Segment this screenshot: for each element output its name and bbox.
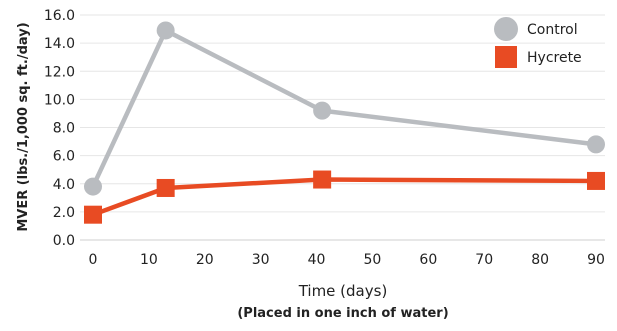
series-line-control	[90, 28, 599, 189]
x-tick-label: 60	[419, 252, 437, 268]
data-point-hycrete	[156, 178, 175, 197]
legend-label-control: Control	[527, 22, 578, 38]
data-point-hycrete	[84, 205, 102, 224]
y-tick-label: 6.0	[53, 149, 75, 165]
data-point-control	[587, 135, 605, 154]
x-axis-ticks: 0 10 20 30 40 50 60 70 80 90	[89, 252, 605, 268]
y-tick-label: 0.0	[53, 233, 75, 249]
y-tick-label: 10.0	[44, 92, 75, 108]
data-point-control	[313, 101, 332, 120]
y-tick-label: 16.0	[44, 8, 75, 24]
x-tick-label: 20	[196, 252, 214, 268]
y-tick-label: 8.0	[53, 121, 75, 137]
x-tick-label: 70	[475, 252, 493, 268]
y-axis-title: MVER (lbs./1,000 sq. ft./day)	[16, 22, 31, 231]
x-tick-label: 90	[587, 252, 605, 268]
data-point-hycrete	[313, 170, 332, 189]
y-tick-label: 4.0	[53, 177, 75, 193]
x-tick-label: 0	[89, 252, 98, 268]
series-line-hycrete	[90, 177, 599, 217]
x-axis-title: Time (days)	[298, 282, 388, 300]
x-axis-subtitle: (Placed in one inch of water)	[237, 306, 448, 321]
data-point-control	[156, 21, 175, 40]
y-axis-ticks: 0.0 2.0 4.0 6.0 8.0 10.0 12.0 14.0 16.0	[44, 8, 75, 249]
data-point-control	[84, 177, 102, 196]
x-tick-label: 80	[531, 252, 549, 268]
data-point-hycrete	[587, 171, 605, 190]
y-tick-label: 14.0	[44, 36, 75, 52]
series-markers	[84, 21, 605, 224]
x-tick-label: 40	[308, 252, 326, 268]
legend-marker-control	[494, 17, 518, 41]
y-tick-label: 2.0	[53, 205, 75, 221]
y-tick-label: 12.0	[44, 64, 75, 80]
x-tick-label: 10	[140, 252, 158, 268]
x-tick-label: 50	[364, 252, 382, 268]
legend-marker-hycrete	[495, 46, 517, 68]
x-tick-label: 30	[252, 252, 270, 268]
legend: Control Hycrete	[494, 17, 582, 68]
series-lines	[90, 28, 599, 217]
legend-label-hycrete: Hycrete	[527, 50, 582, 66]
